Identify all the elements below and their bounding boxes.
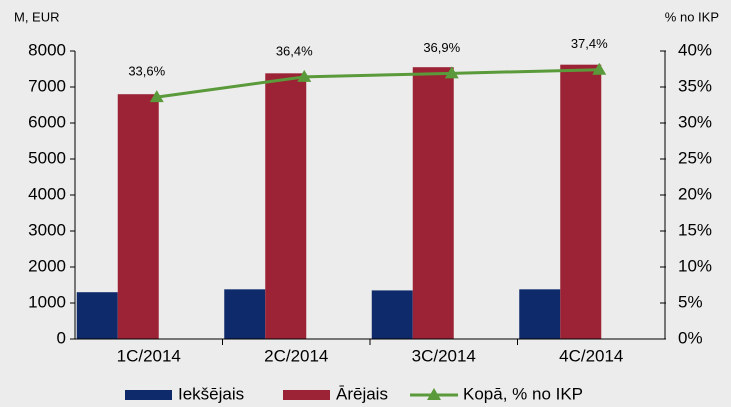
y2-tick-label: 30% [678,112,712,131]
legend-swatch [125,390,172,400]
x-tick-label: 4C/2014 [559,346,623,365]
y-tick-label: 8000 [28,40,66,59]
y-tick-label: 1000 [28,292,66,311]
marker [444,66,459,79]
legend-swatch [283,390,330,400]
data-label: 36,4% [276,43,313,58]
legend-label: Iekšējais [178,384,244,403]
y2-tick-label: 0% [678,328,703,347]
y-tick-label: 5000 [28,148,66,167]
bar [76,292,118,339]
line [156,68,600,99]
y2-tick-label: 15% [678,220,712,239]
y2-tick-label: 20% [678,184,712,203]
y-tick-label: 6000 [28,112,66,131]
marker [297,69,312,82]
y-axis-label: M, EUR [14,9,60,24]
data-label: 37,4% [571,36,608,51]
x-tick-label: 3C/2014 [412,346,476,365]
bar [560,64,602,340]
y2-tick-label: 10% [678,256,712,275]
y-tick-label: 0 [57,328,66,347]
bar [519,289,561,339]
y2-axis-label: % no IKP [665,9,719,24]
bar [371,290,413,339]
y-tick-label: 4000 [28,184,66,203]
y2-tick-label: 5% [678,292,703,311]
x-tick-label: 2C/2014 [264,346,328,365]
y2-tick-label: 40% [678,40,712,59]
marker [149,90,164,103]
bar [412,67,454,339]
marker [592,62,607,75]
x-tick-label: 1C/2014 [117,346,181,365]
y2-tick-label: 25% [678,148,712,167]
y-tick-label: 3000 [28,220,66,239]
bar [265,73,307,339]
legend-marker [427,388,441,400]
y-tick-label: 7000 [28,76,66,95]
y-tick-label: 2000 [28,256,66,275]
bar [224,289,266,339]
data-label: 33,6% [128,64,165,79]
legend-label: Ārējais [336,384,388,403]
legend-label: Kopā, % no IKP [463,384,583,403]
y2-tick-label: 35% [678,76,712,95]
data-label: 36,9% [423,40,460,55]
bar [117,94,159,339]
